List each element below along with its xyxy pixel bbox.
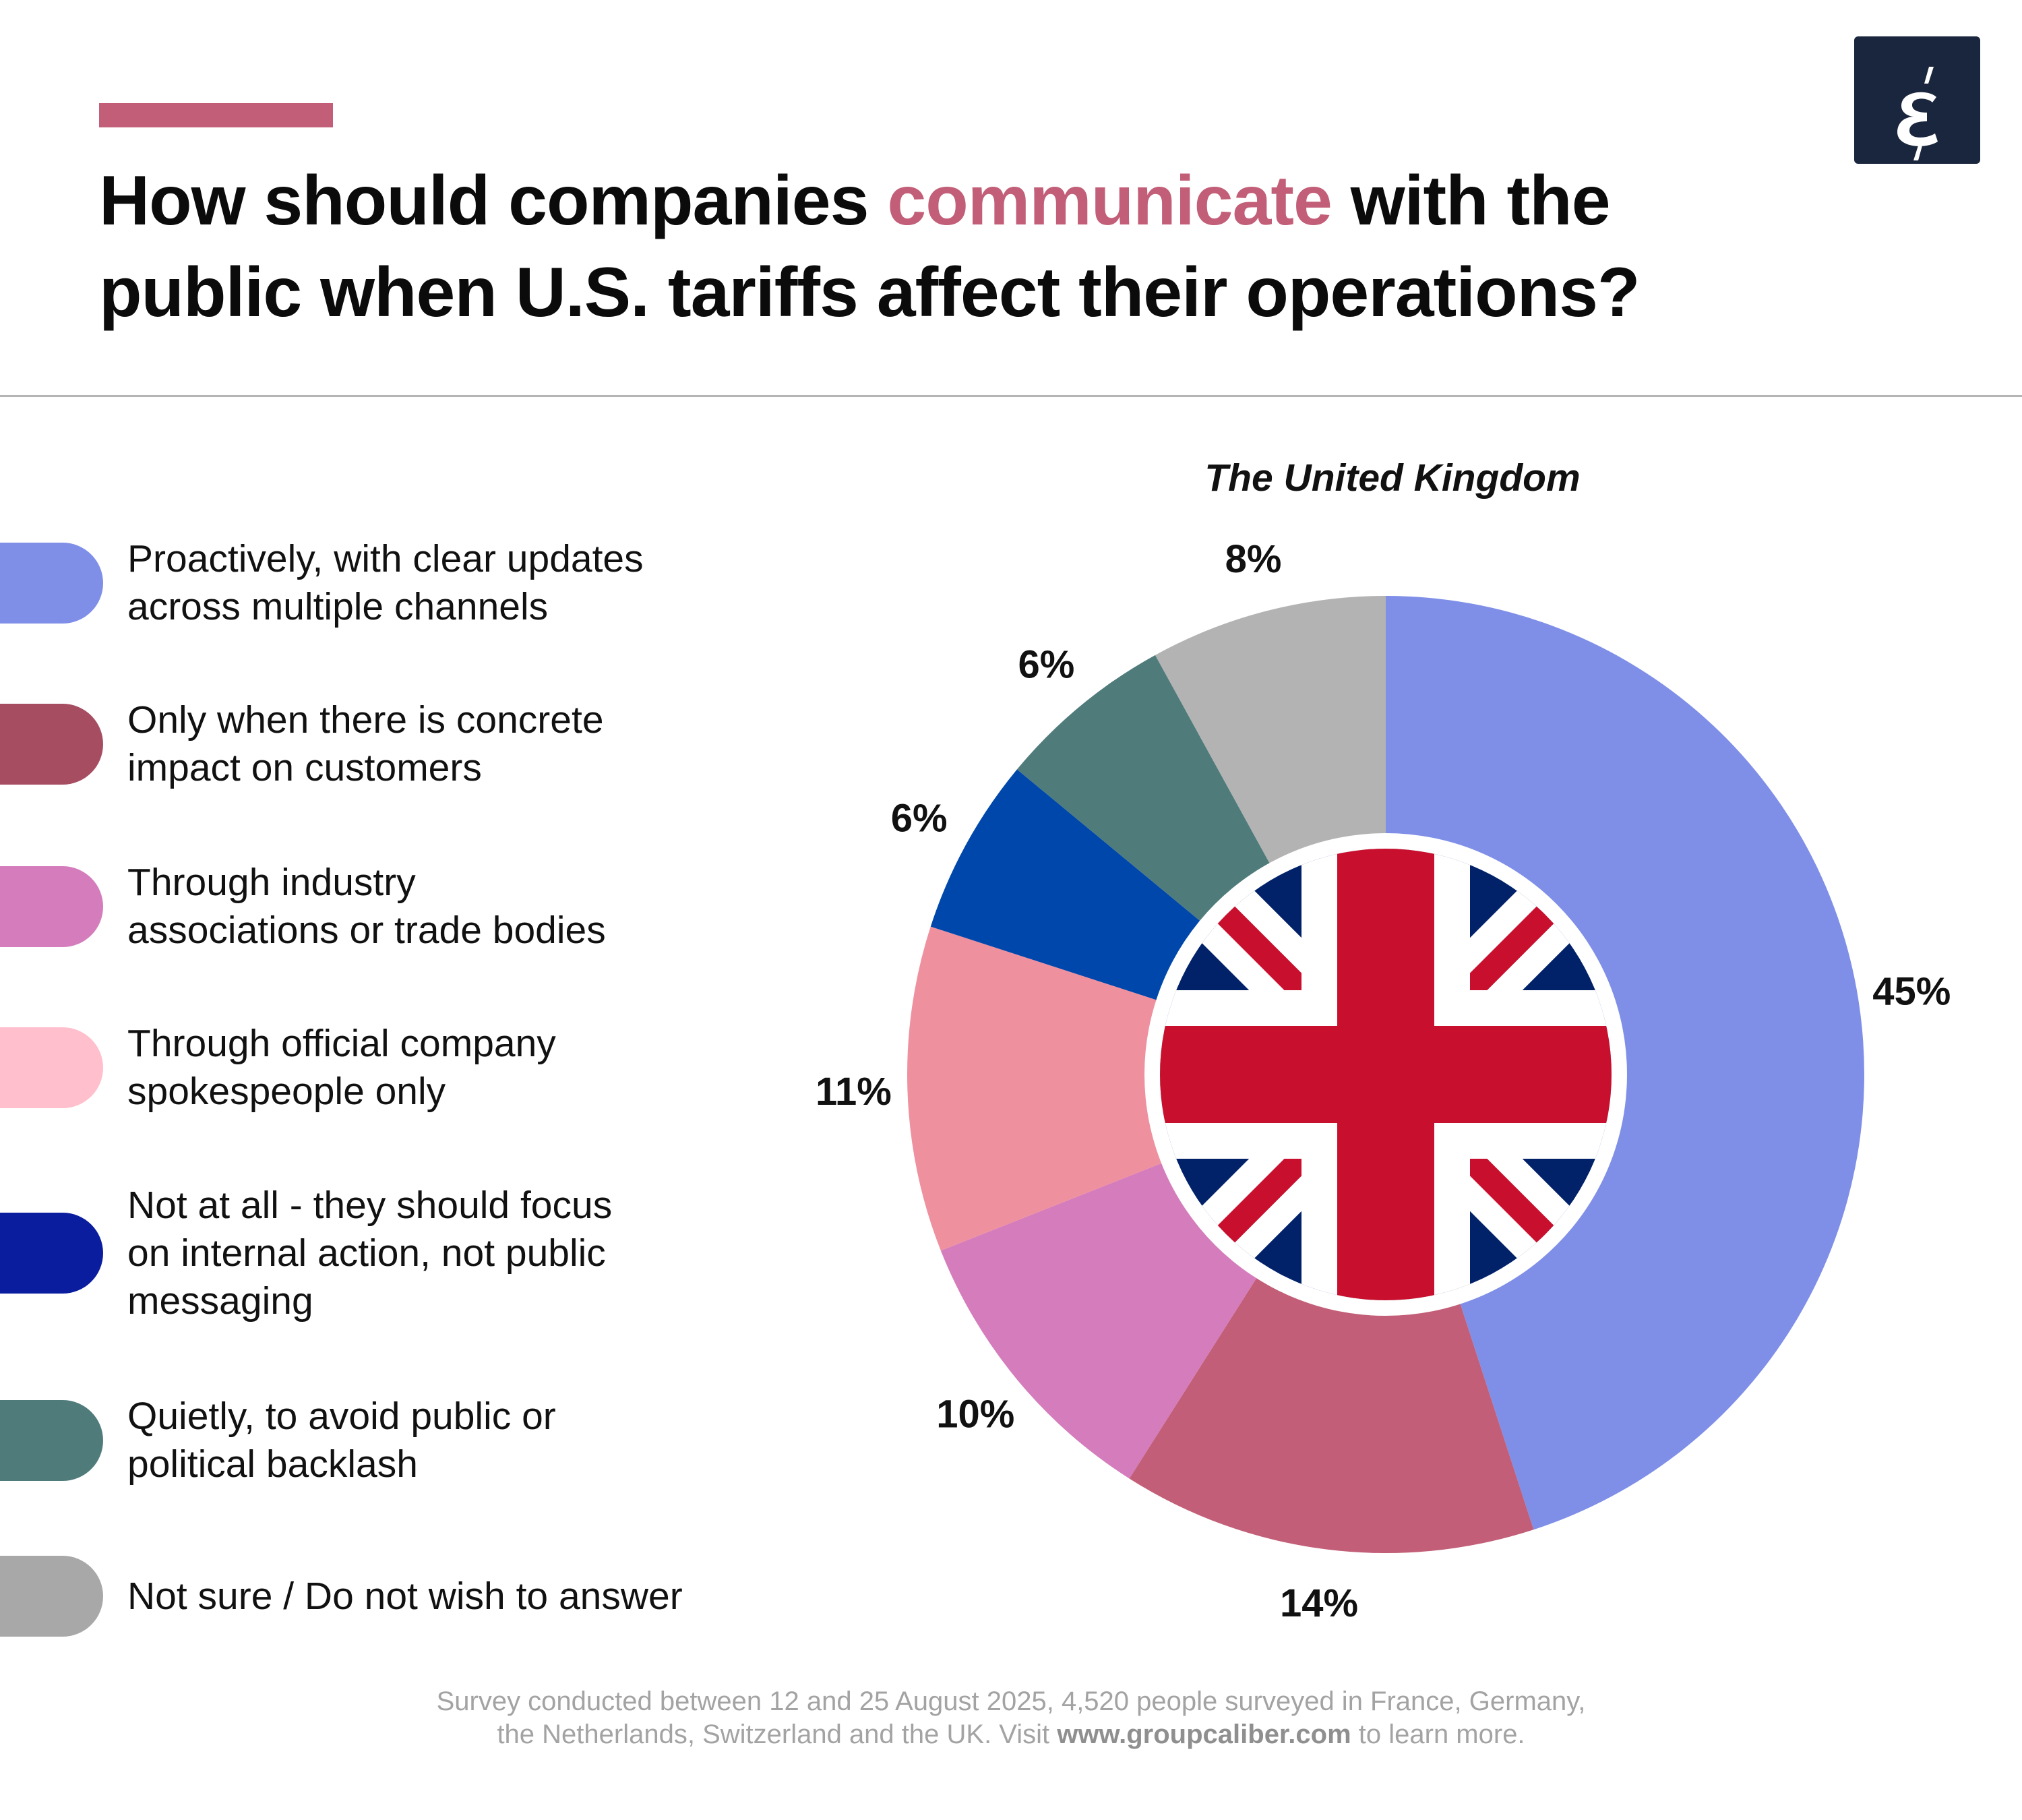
header-divider xyxy=(0,395,2022,397)
legend-swatch xyxy=(0,704,103,785)
data-label: 11% xyxy=(816,1070,892,1114)
data-label: 14% xyxy=(1280,1581,1358,1625)
legend-item: Only when there is concrete impact on cu… xyxy=(0,698,741,789)
legend-swatch xyxy=(0,543,103,624)
data-label: 45% xyxy=(1872,969,1951,1013)
legend-label: Through official company spokespeople on… xyxy=(127,1022,556,1113)
page-title: How should companies communicate with th… xyxy=(99,155,1825,338)
legend-item: Not sure / Do not wish to answer xyxy=(0,1556,741,1637)
footer-line-1: Survey conducted between 12 and 25 Augus… xyxy=(436,1687,1586,1716)
footer-note: Survey conducted between 12 and 25 Augus… xyxy=(0,1685,2022,1751)
data-label: 10% xyxy=(936,1393,1014,1436)
legend-swatch xyxy=(0,1400,103,1481)
legend-label: Only when there is concrete impact on cu… xyxy=(127,698,604,789)
union-jack-flag-icon xyxy=(1144,833,1627,1316)
legend-label: Not sure / Do not wish to answer xyxy=(127,1574,683,1618)
title-part: How should companies xyxy=(99,162,888,240)
data-label: 6% xyxy=(891,796,948,840)
legend-swatch xyxy=(0,866,103,947)
data-label: 6% xyxy=(1018,642,1075,686)
epsilon-logo-icon xyxy=(1897,67,1938,160)
footer-text: to learn more. xyxy=(1351,1720,1525,1749)
legend-label: Quietly, to avoid public or political ba… xyxy=(127,1395,556,1486)
chart-title: The United Kingdom xyxy=(1204,456,1581,499)
legend-label: Not at all - they should focus on intern… xyxy=(127,1183,613,1323)
title-highlight: communicate xyxy=(887,162,1332,240)
legend-swatch xyxy=(0,1213,103,1294)
brand-logo xyxy=(1854,36,1980,164)
legend-swatch xyxy=(0,1556,103,1637)
legend-item: Not at all - they should focus on intern… xyxy=(0,1184,741,1323)
title-part: with the public when U.S. tariffs affect… xyxy=(99,162,1641,332)
footer-line-2: the Netherlands, Switzerland and the UK.… xyxy=(0,1718,2022,1751)
legend-label: Through industry associations or trade b… xyxy=(127,861,606,952)
legend-swatch xyxy=(0,1027,103,1108)
legend-item: Through official company spokespeople on… xyxy=(0,1022,741,1113)
legend-label: Proactively, with clear updates across m… xyxy=(127,537,644,628)
website-link[interactable]: www.groupcaliber.com xyxy=(1057,1720,1351,1749)
footer-text: the Netherlands, Switzerland and the UK.… xyxy=(497,1720,1058,1749)
pie-slice xyxy=(1129,1074,1534,1553)
legend-item: Proactively, with clear updates across m… xyxy=(0,537,741,628)
data-label: 8% xyxy=(1225,537,1282,581)
legend-item: Through industry associations or trade b… xyxy=(0,861,741,952)
legend-item: Quietly, to avoid public or political ba… xyxy=(0,1395,741,1486)
accent-bar xyxy=(99,103,333,127)
